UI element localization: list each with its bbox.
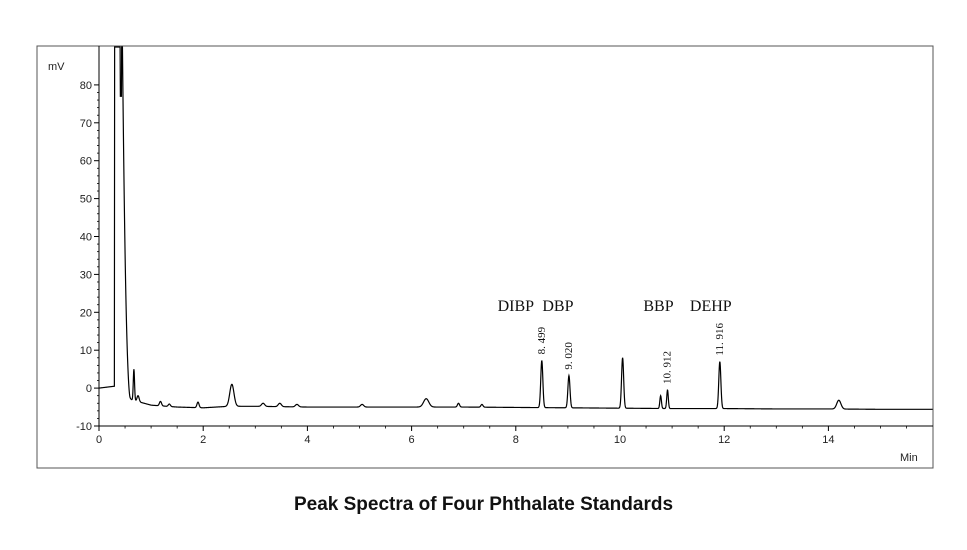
y-tick-label: 30 [80, 269, 92, 281]
x-tick-label: 12 [718, 434, 730, 446]
y-tick-label: 50 [80, 194, 92, 206]
retention-time-group: 9. 020 [563, 342, 575, 370]
retention-time-label: 11. 916 [714, 322, 726, 355]
peak-name-label: DBP [542, 298, 573, 315]
peak-name-label: BBP [643, 298, 673, 315]
figure-caption: Peak Spectra of Four Phthalate Standards [293, 494, 674, 515]
x-tick-label: 10 [614, 434, 626, 446]
y-tick-label: 80 [80, 80, 92, 92]
plot-frame [36, 45, 934, 469]
peak-name-label: DIBP [498, 298, 535, 315]
retention-time-group: 8. 499 [536, 326, 548, 354]
y-tick-label: 10 [80, 345, 92, 357]
x-tick-label: 0 [96, 434, 102, 446]
x-tick-label: 2 [200, 434, 206, 446]
y-tick-label: 70 [80, 118, 92, 130]
x-ticks: 0 2 4 6 8 10 12 14 [96, 426, 907, 446]
retention-time-label: 8. 499 [536, 326, 548, 354]
retention-time-label: 10. 912 [662, 351, 674, 384]
x-tick-label: 4 [304, 434, 310, 446]
y-tick-label: -10 [76, 421, 92, 433]
y-tick-label: 40 [80, 232, 92, 244]
y-tick-label: 0 [86, 383, 92, 395]
x-tick-label: 8 [513, 434, 519, 446]
retention-time-group: 11. 916 [714, 322, 726, 355]
retention-time-label: 9. 020 [563, 342, 575, 370]
peak-name-label: DEHP [690, 298, 732, 315]
retention-time-group: 10. 912 [662, 351, 674, 384]
y-ticks: -10 0 10 20 30 40 50 60 70 80 [76, 80, 99, 433]
x-tick-label: 6 [409, 434, 415, 446]
y-tick-label: 60 [80, 156, 92, 168]
y-tick-label: 20 [80, 307, 92, 319]
chromatogram-trace [98, 46, 933, 410]
x-axis-unit: Min [900, 452, 918, 464]
x-tick-label: 14 [822, 434, 834, 446]
y-axis-unit: mV [48, 61, 65, 73]
